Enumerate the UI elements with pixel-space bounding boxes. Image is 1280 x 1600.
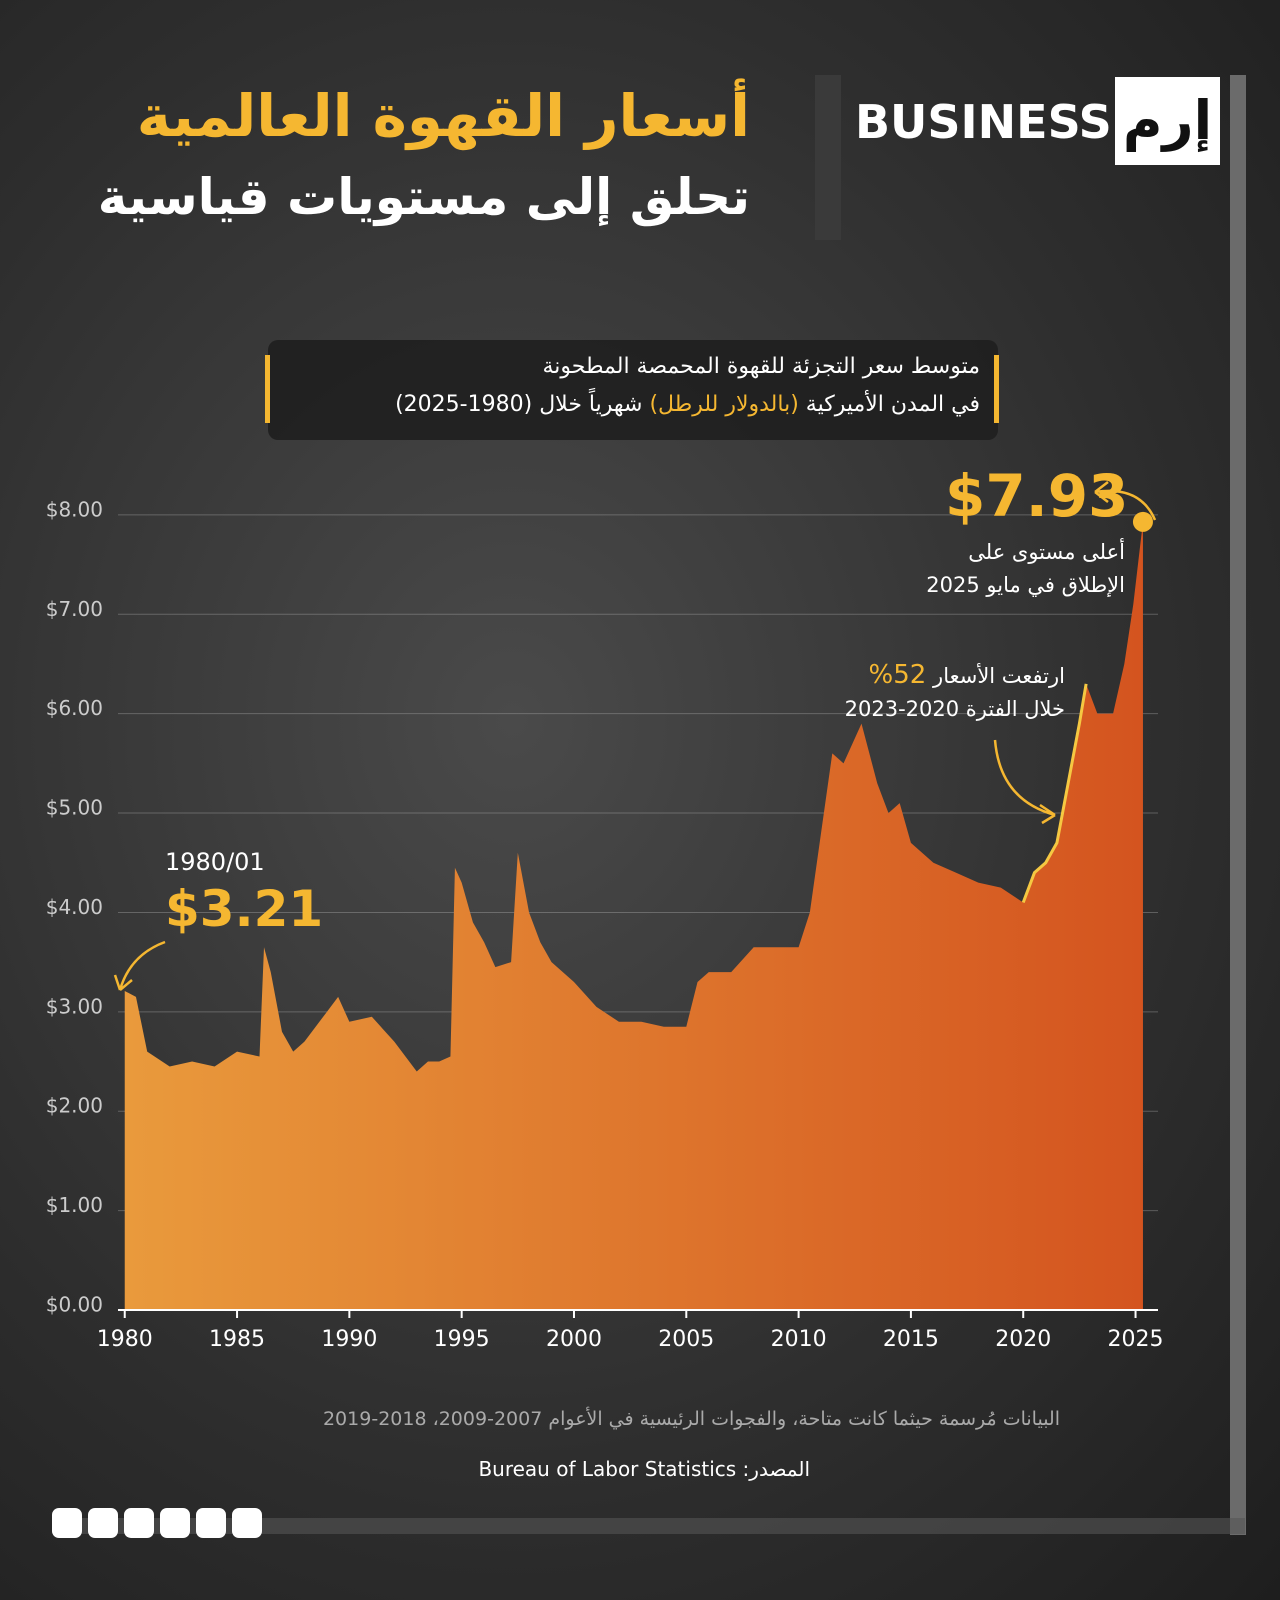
x-tick-label: 2000 (546, 1327, 602, 1352)
y-tick-label: $7.00 (46, 597, 103, 621)
logo: إرم (1115, 77, 1220, 165)
x-tick-label: 2015 (883, 1327, 939, 1352)
x-tick-label: 2005 (658, 1327, 714, 1352)
subtitle-part: في المدن الأميركية (805, 392, 980, 417)
source: المصدر: Bureau of Labor Statistics (478, 1457, 810, 1481)
highlight-line (1021, 683, 1088, 904)
x-tick-label: 2025 (1108, 1327, 1164, 1352)
y-tick-label: $2.00 (46, 1094, 103, 1118)
annotation-text: ارتفعت الأسعار (933, 664, 1065, 688)
y-tick-label: $1.00 (46, 1193, 103, 1217)
brand: BUSINESS (855, 95, 1112, 149)
annotation-date: 1980/01 (165, 848, 265, 876)
x-tick-label: 1985 (209, 1327, 265, 1352)
y-tick-label: $6.00 (46, 696, 103, 720)
subtitle-part: شهرياً خلال (1980-2025) (395, 392, 643, 417)
subtitle-highlight: (بالدولار للرطل) (649, 392, 799, 417)
social-icons (52, 1508, 262, 1538)
subtitle: متوسط سعر التجزئة للقهوة المحمصة المطحون… (542, 354, 980, 379)
annotation: أعلى مستوى على (968, 540, 1125, 564)
y-tick-label: $3.00 (46, 994, 103, 1018)
area (124, 521, 1143, 1310)
arrow (993, 739, 1056, 825)
arrow (113, 940, 166, 991)
y-tick-label: $8.00 (46, 497, 103, 521)
y-tick-label: $4.00 (46, 895, 103, 919)
title-line2: تحلق إلى مستويات قياسية (97, 168, 750, 226)
annotation: ارتفعت الأسعار 52% (565, 660, 1065, 690)
peak-dot (1132, 511, 1153, 532)
y-tick-label: $5.00 (46, 796, 103, 820)
title: أسعار القهوة العالمية (136, 82, 750, 150)
annotation: خلال الفترة 2020-2023 (844, 697, 1065, 721)
subtitle-box (268, 340, 998, 440)
side-bar (1230, 75, 1246, 1535)
arrow (1094, 481, 1157, 521)
bottom-bar (55, 1518, 1245, 1534)
x-tick-label: 2020 (995, 1327, 1051, 1352)
subtitle-accent (265, 355, 270, 423)
x-tick-label: 1990 (321, 1327, 377, 1352)
footnote: البيانات مُرسمة حيثما كانت متاحة، والفجو… (322, 1408, 1060, 1430)
subtitle: في المدن الأميركية (بالدولار للرطل) شهري… (280, 392, 980, 417)
x-tick-label: 2010 (771, 1327, 827, 1352)
x-tick-label: 1980 (97, 1327, 153, 1352)
annotation-highlight: 52% (868, 660, 927, 690)
data-label: $3.21 (165, 880, 324, 938)
data-label: $7.93 (945, 462, 1129, 530)
y-tick-label: $0.00 (46, 1293, 103, 1317)
subtitle-accent (994, 355, 999, 423)
divider (815, 75, 841, 240)
x-tick-label: 1995 (434, 1327, 490, 1352)
annotation: الإطلاق في مايو 2025 (926, 573, 1125, 597)
